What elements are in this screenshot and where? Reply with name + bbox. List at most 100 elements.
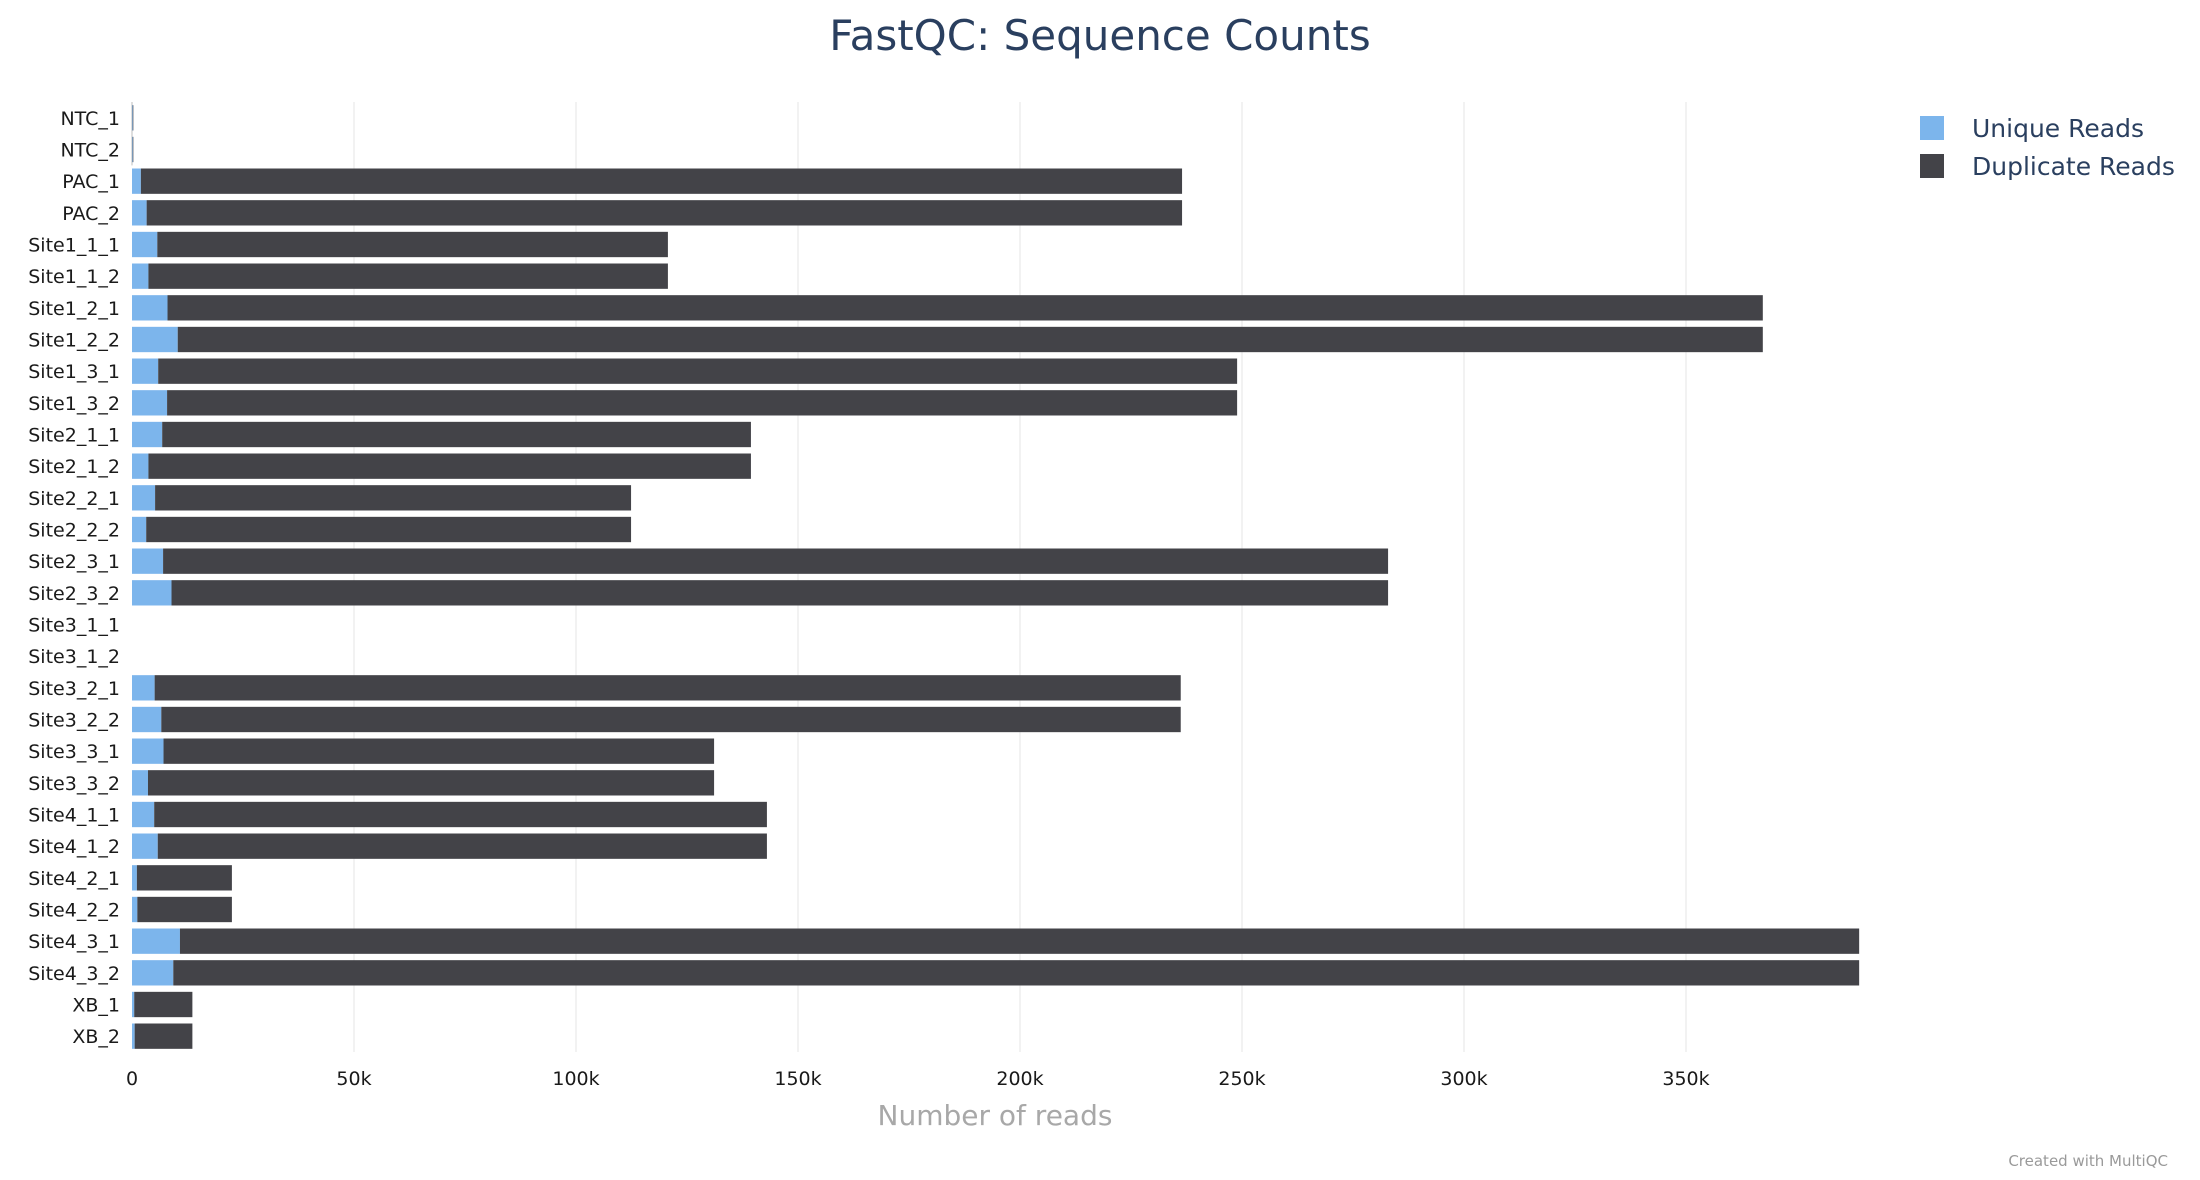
category-label: Site1_3_1	[28, 361, 120, 383]
category-label: NTC_1	[60, 108, 120, 130]
bar-unique-Site2_1_2[interactable]	[132, 453, 149, 479]
category-label: Site2_3_1	[28, 551, 120, 573]
category-label: Site2_1_2	[28, 456, 120, 478]
legend[interactable]: Unique Reads Duplicate Reads	[1920, 114, 2175, 181]
legend-swatch[interactable]	[1920, 154, 1944, 178]
legend-label[interactable]: Duplicate Reads	[1972, 152, 2175, 181]
x-axis-ticks: 0 50k 100k 150k 200k 250k 300k 350k	[126, 1068, 1710, 1090]
bar-duplicate-XB_1[interactable]	[134, 991, 193, 1018]
category-labels: NTC_1 NTC_2 PAC_1 PAC_2 Site1_1_1 Site1_1_2 Si…	[28, 108, 120, 1048]
bar-unique-Site2_3_2[interactable]	[132, 580, 172, 606]
bar-duplicate-Site4_1_2[interactable]	[157, 833, 767, 859]
bar-unique-Site4_1_1[interactable]	[132, 801, 155, 828]
bar-unique-Site3_2_2[interactable]	[132, 706, 162, 733]
bar-unique-Site2_2_1[interactable]	[132, 485, 156, 511]
bar-duplicate-Site1_3_1[interactable]	[158, 358, 1238, 384]
category-label: Site1_1_1	[28, 235, 120, 257]
x-tick-label: 350k	[1662, 1068, 1709, 1090]
bar-unique-XB_2[interactable]	[132, 1023, 135, 1049]
bar-unique-Site3_3_2[interactable]	[132, 770, 148, 796]
category-label: Site1_2_1	[28, 298, 120, 320]
grid-lines	[131, 102, 1687, 1052]
bar-unique-NTC_2[interactable]	[132, 136, 133, 163]
bar-duplicate-Site2_3_1[interactable]	[163, 548, 1389, 574]
category-label: Site3_3_1	[28, 741, 120, 763]
bar-duplicate-Site4_2_1[interactable]	[136, 865, 232, 891]
category-label: NTC_2	[60, 140, 120, 162]
bar-duplicate-Site1_2_2[interactable]	[177, 326, 1763, 353]
bar-unique-PAC_1[interactable]	[132, 168, 141, 194]
bar-duplicate-Site2_2_1[interactable]	[155, 485, 632, 511]
x-tick-label: 150k	[774, 1068, 821, 1090]
bar-duplicate-Site3_2_2[interactable]	[161, 706, 1181, 733]
category-label: PAC_1	[62, 171, 120, 193]
bar-unique-Site1_2_2[interactable]	[132, 326, 178, 353]
bar-unique-Site1_1_2[interactable]	[132, 263, 149, 289]
x-tick-label: 200k	[996, 1068, 1043, 1090]
bar-duplicate-Site4_3_2[interactable]	[173, 960, 1860, 986]
bar-duplicate-Site4_1_1[interactable]	[154, 801, 767, 828]
category-label: Site1_2_2	[28, 330, 120, 352]
bar-duplicate-Site3_2_1[interactable]	[154, 675, 1181, 701]
bar-unique-Site1_3_2[interactable]	[132, 390, 168, 416]
bar-duplicate-Site1_2_1[interactable]	[167, 295, 1763, 321]
bar-duplicate-Site3_3_2[interactable]	[147, 770, 715, 796]
bar-unique-Site4_1_2[interactable]	[132, 833, 158, 859]
bar-duplicate-XB_2[interactable]	[134, 1023, 193, 1049]
bar-duplicate-Site2_1_1[interactable]	[162, 421, 751, 448]
bar-duplicate-Site2_1_2[interactable]	[148, 453, 751, 479]
bar-duplicate-Site4_3_1[interactable]	[179, 928, 1860, 954]
category-label: Site3_1_2	[28, 646, 120, 668]
legend-label[interactable]: Unique Reads	[1972, 114, 2144, 143]
bar-unique-PAC_2[interactable]	[132, 200, 147, 226]
bar-duplicate-Site1_3_2[interactable]	[167, 390, 1238, 416]
bar-unique-NTC_1[interactable]	[132, 105, 133, 131]
bar-unique-Site3_3_1[interactable]	[132, 738, 164, 764]
bars[interactable]	[132, 105, 1860, 1049]
category-label: Site3_3_2	[28, 773, 120, 795]
bar-unique-Site4_2_2[interactable]	[132, 896, 138, 923]
category-label: Site1_3_2	[28, 393, 120, 415]
bar-unique-Site4_3_1[interactable]	[132, 928, 180, 954]
category-label: Site4_2_1	[28, 868, 120, 890]
x-tick-label: 250k	[1218, 1068, 1265, 1090]
bar-duplicate-Site2_3_2[interactable]	[171, 580, 1389, 606]
x-tick-label: 0	[126, 1068, 138, 1090]
category-label: Site3_2_1	[28, 678, 120, 700]
category-label: XB_1	[72, 995, 120, 1017]
bar-unique-Site1_1_1[interactable]	[132, 231, 158, 258]
bar-duplicate-NTC_2[interactable]	[132, 136, 134, 163]
bar-duplicate-Site1_1_2[interactable]	[148, 263, 668, 289]
bar-unique-Site2_2_2[interactable]	[132, 516, 147, 543]
bar-duplicate-NTC_1[interactable]	[132, 105, 134, 131]
bar-duplicate-Site1_1_1[interactable]	[157, 231, 668, 258]
category-label: Site4_1_1	[28, 805, 120, 827]
bar-duplicate-Site4_2_2[interactable]	[137, 896, 232, 923]
bar-duplicate-Site3_3_1[interactable]	[163, 738, 715, 764]
bar-duplicate-Site2_2_2[interactable]	[146, 516, 632, 543]
bar-unique-Site2_3_1[interactable]	[132, 548, 164, 574]
category-label: Site2_1_1	[28, 425, 120, 447]
category-label: Site4_1_2	[28, 836, 120, 858]
bar-unique-Site3_2_1[interactable]	[132, 675, 155, 701]
x-tick-label: 300k	[1440, 1068, 1487, 1090]
category-label: Site4_2_2	[28, 900, 120, 922]
category-label: Site1_1_2	[28, 266, 120, 288]
bar-duplicate-PAC_2[interactable]	[146, 200, 1183, 226]
category-label: Site4_3_1	[28, 931, 120, 953]
bar-unique-Site1_2_1[interactable]	[132, 295, 168, 321]
bar-unique-Site1_3_1[interactable]	[132, 358, 159, 384]
category-label: XB_2	[72, 1026, 120, 1048]
category-label: Site3_1_1	[28, 615, 120, 637]
bar-unique-Site2_1_1[interactable]	[132, 421, 163, 448]
category-label: Site4_3_2	[28, 963, 120, 985]
category-label: Site2_2_2	[28, 520, 120, 542]
bar-unique-XB_1[interactable]	[132, 991, 135, 1018]
chart-title: FastQC: Sequence Counts	[829, 11, 1370, 60]
x-tick-label: 100k	[552, 1068, 599, 1090]
bar-duplicate-PAC_1[interactable]	[140, 168, 1183, 194]
bar-unique-Site4_2_1[interactable]	[132, 865, 137, 891]
bar-unique-Site4_3_2[interactable]	[132, 960, 174, 986]
legend-swatch[interactable]	[1920, 116, 1944, 140]
